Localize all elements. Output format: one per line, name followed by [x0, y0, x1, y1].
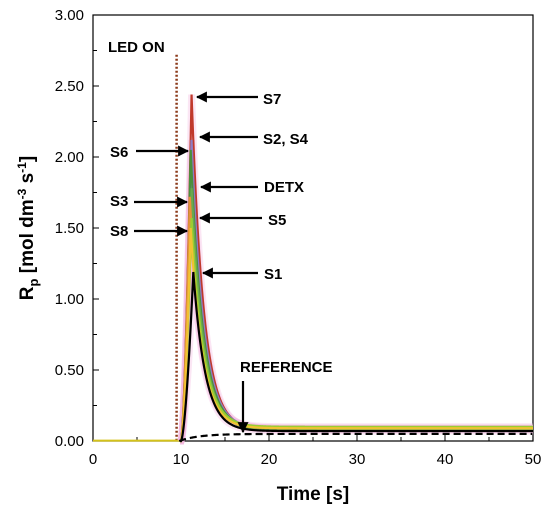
x-axis-title: Time [s]	[277, 484, 350, 505]
annotation-label: S8	[110, 223, 128, 240]
y-tick-label: 2.00	[55, 149, 84, 166]
series-glow	[177, 188, 533, 445]
series-glow	[177, 196, 533, 445]
axis-ticks	[92, 14, 534, 442]
y-axis-title: Rp [mol dm-3 s-1]	[15, 156, 41, 300]
plot-area	[92, 14, 534, 442]
series-line-s5	[179, 217, 533, 443]
series-glow	[177, 217, 533, 445]
tick-labels: 0.00 0.50 1.00 1.50 2.00 2.50 3.00 0 10 20 30 40 50	[55, 7, 542, 468]
annotations: LED ON S7 S2, S4 S6 DETX S3 S5 S8 S1 REFERENCE	[108, 39, 333, 434]
x-tick-label: 0	[89, 451, 97, 468]
series-line-s3	[179, 196, 533, 443]
annotation-label: S2, S4	[263, 131, 309, 148]
y-tick-label: 1.00	[55, 291, 84, 308]
annotation-label: REFERENCE	[240, 359, 333, 376]
series-line-detx	[179, 188, 533, 443]
annotation-label: DETX	[264, 179, 304, 196]
x-tick-label: 50	[525, 451, 542, 468]
series-glow	[177, 149, 533, 445]
series-glow	[177, 94, 533, 445]
x-tick-label: 30	[349, 451, 366, 468]
annotation-label: S1	[264, 266, 282, 283]
series-line-s8	[179, 227, 533, 443]
series-glow	[177, 139, 533, 445]
series-line-s6	[179, 149, 533, 443]
y-tick-label: 2.50	[55, 78, 84, 95]
annotation-label: S5	[268, 212, 286, 229]
y-tick-label: 0.50	[55, 362, 84, 379]
annotation-label: S6	[110, 144, 128, 161]
y-tick-label: 3.00	[55, 7, 84, 24]
series-lines	[93, 54, 533, 445]
x-tick-label: 20	[261, 451, 278, 468]
y-tick-label: 1.50	[55, 220, 84, 237]
y-tick-label: 0.00	[55, 433, 84, 450]
x-tick-label: 40	[437, 451, 454, 468]
series-glow	[177, 227, 533, 445]
annotation-label: S7	[263, 91, 281, 108]
x-tick-label: 10	[173, 451, 190, 468]
series-line-s2-s4	[179, 139, 533, 443]
annotation-label: S3	[110, 193, 128, 210]
annotation-label: LED ON	[108, 39, 165, 56]
series-line-s7	[179, 94, 533, 443]
series-line-reference	[178, 432, 533, 443]
